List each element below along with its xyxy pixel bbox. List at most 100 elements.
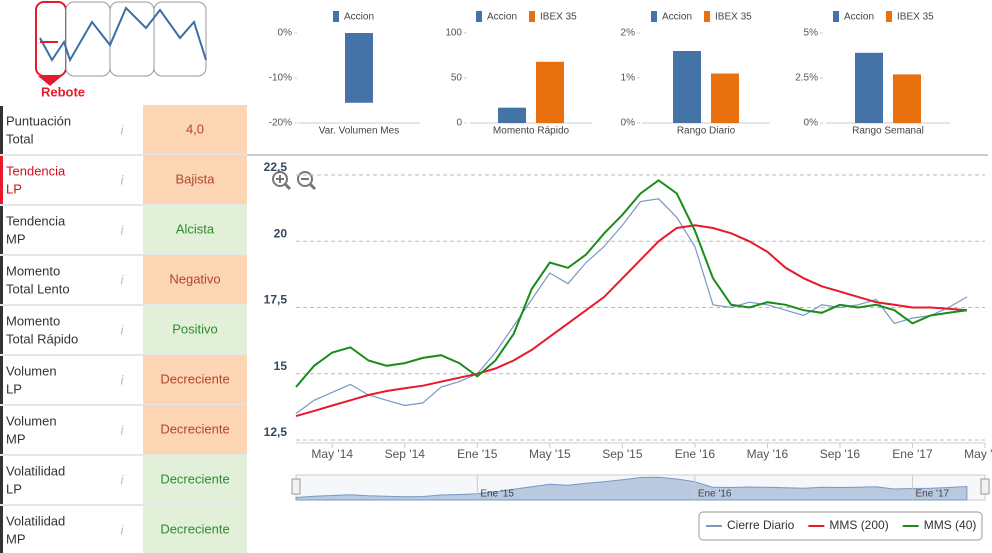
indicator-label: Total Rápido bbox=[6, 331, 78, 346]
indicator-label: Total Lento bbox=[6, 281, 70, 296]
x-tick-label: Sep '15 bbox=[602, 447, 643, 461]
zoom-controls[interactable] bbox=[272, 171, 317, 191]
indicator-label: Volatilidad bbox=[6, 513, 65, 528]
indicator-label: MP bbox=[6, 231, 26, 246]
y-tick-label: 0% bbox=[804, 118, 819, 129]
y-tick-label: 100 bbox=[445, 28, 462, 39]
x-tick-label: Rango Diario bbox=[677, 126, 736, 137]
indicator-label: Total bbox=[6, 131, 34, 146]
navigator-label: Ene '15 bbox=[480, 489, 514, 500]
row-tab bbox=[0, 156, 3, 204]
x-tick-label: Momento Rápido bbox=[493, 126, 570, 137]
zoom-out[interactable] bbox=[297, 171, 313, 187]
indicator-value: Decreciente bbox=[160, 421, 229, 436]
y-tick-label: 12,5 bbox=[264, 425, 288, 439]
legend-swatch bbox=[704, 11, 711, 22]
indicator-cell bbox=[143, 405, 247, 454]
y-tick-label: 17,5 bbox=[264, 293, 288, 307]
indicator-label: LP bbox=[6, 481, 22, 496]
pattern-line bbox=[39, 6, 207, 63]
legend-label: IBEX 35 bbox=[897, 12, 934, 23]
pattern-pointer bbox=[38, 76, 62, 86]
pattern-frame bbox=[65, 1, 111, 77]
indicator-label: Momento bbox=[6, 263, 60, 278]
y-tick-label: 2% bbox=[621, 28, 636, 39]
legend-label: Accion bbox=[487, 12, 517, 23]
row-tab bbox=[0, 256, 3, 304]
zoom-in[interactable] bbox=[272, 171, 288, 187]
x-tick-label: May '16 bbox=[747, 447, 789, 461]
row-tab bbox=[0, 406, 3, 454]
indicator-value: Positivo bbox=[172, 321, 218, 336]
bar bbox=[711, 73, 739, 123]
line-series bbox=[295, 198, 968, 414]
x-tick-label: May '17 bbox=[964, 447, 992, 461]
indicator-value: Negativo bbox=[169, 271, 220, 286]
indicator-cell bbox=[143, 105, 247, 154]
legend-swatch bbox=[886, 11, 893, 22]
x-tick-label: Var. Volumen Mes bbox=[319, 126, 399, 137]
zoom-in bbox=[283, 182, 292, 191]
row-tab bbox=[0, 456, 3, 504]
line-series bbox=[295, 224, 967, 418]
indicator-label: LP bbox=[6, 181, 22, 196]
bar bbox=[498, 107, 526, 123]
y-tick-label: 22,5 bbox=[264, 160, 288, 174]
y-tick-label: 0 bbox=[456, 118, 462, 129]
bar bbox=[673, 51, 701, 123]
line-series bbox=[295, 179, 968, 388]
info-icon: i bbox=[121, 222, 125, 237]
y-tick-label: 2.5% bbox=[795, 73, 818, 84]
legend-label: Accion bbox=[344, 12, 374, 23]
x-tick-label: May '14 bbox=[311, 447, 353, 461]
legend-swatch bbox=[476, 11, 482, 22]
navigator-label: Ene '17 bbox=[915, 489, 949, 500]
bar bbox=[893, 74, 921, 123]
bar bbox=[345, 33, 373, 103]
row-tab bbox=[0, 206, 3, 254]
row-tab bbox=[0, 306, 3, 354]
info-icon: i bbox=[121, 122, 125, 137]
bar bbox=[536, 61, 564, 123]
info-icon: i bbox=[121, 172, 125, 187]
info-icon: i bbox=[121, 422, 125, 437]
indicator-value: 4,0 bbox=[186, 121, 204, 136]
indicator-label: Volumen bbox=[6, 363, 57, 378]
navigator-handle[interactable] bbox=[980, 478, 990, 495]
indicator-label: Momento bbox=[6, 313, 60, 328]
y-tick-label: 5% bbox=[804, 28, 819, 39]
indicator-label: MP bbox=[6, 531, 26, 546]
y-tick-label: 50 bbox=[451, 73, 463, 84]
legend-label: IBEX 35 bbox=[540, 12, 577, 23]
legend-label: Cierre Diario bbox=[727, 518, 795, 532]
x-tick-label: May '15 bbox=[529, 447, 571, 461]
x-tick-label: Ene '15 bbox=[457, 447, 498, 461]
pattern-icon[interactable]: Rebote bbox=[35, 1, 207, 99]
legend-label: IBEX 35 bbox=[715, 12, 752, 23]
y-tick-label: 0% bbox=[278, 28, 293, 39]
row-tab bbox=[0, 106, 3, 154]
indicator-label: Puntuación bbox=[6, 113, 71, 128]
legend-label: MMS (40) bbox=[924, 518, 977, 532]
navigator-label: Ene '16 bbox=[698, 489, 732, 500]
info-icon: i bbox=[121, 272, 125, 287]
info-icon: i bbox=[121, 322, 125, 337]
legend-swatch bbox=[333, 11, 339, 22]
info-icon: i bbox=[121, 472, 125, 487]
y-tick-label: 1% bbox=[621, 73, 636, 84]
indicator-value: Decreciente bbox=[160, 471, 229, 486]
indicator-cell bbox=[143, 155, 247, 204]
navigator-handle[interactable] bbox=[291, 478, 301, 495]
indicator-cell bbox=[143, 355, 247, 404]
info-icon: i bbox=[121, 522, 125, 537]
indicator-label: LP bbox=[6, 381, 22, 396]
bar bbox=[855, 52, 883, 123]
indicator-value: Alcista bbox=[176, 221, 215, 236]
row-tab bbox=[0, 506, 3, 553]
legend-label: MMS (200) bbox=[829, 518, 888, 532]
indicator-label: Volumen bbox=[6, 413, 57, 428]
legend-swatch bbox=[651, 11, 657, 22]
indicator-value: Bajista bbox=[175, 171, 215, 186]
pattern-label: Rebote bbox=[41, 84, 85, 99]
